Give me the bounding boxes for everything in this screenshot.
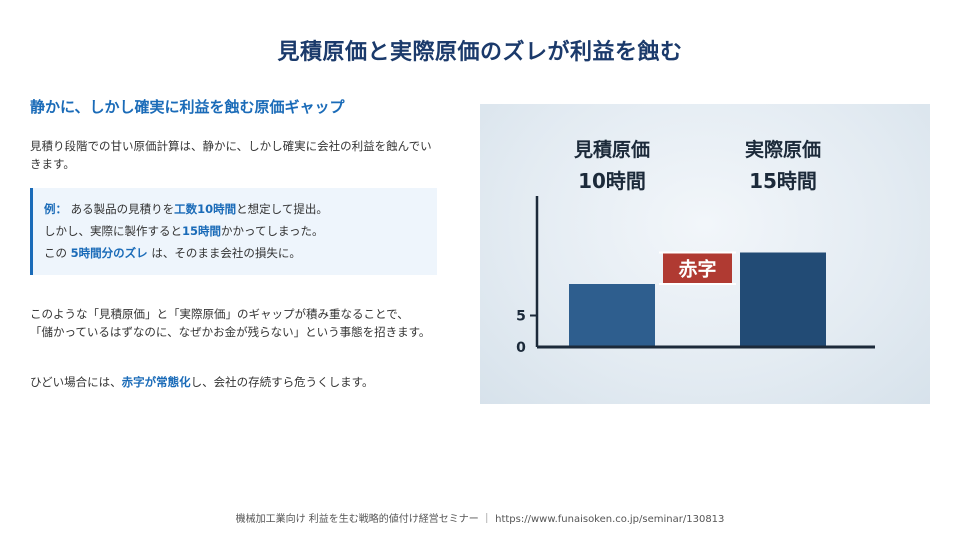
example-text: この [44,246,71,260]
example-text: と想定して提出。 [236,202,328,216]
gap-explanation-paragraph: このような「見積原価」と「実際原価」のギャップが積み重なることで、 「儲かってい… [30,305,450,341]
bar-actual [740,252,826,347]
example-text: かかってしまった。 [221,224,324,238]
category-label: 実際原価 [745,138,821,161]
example-text: しかし、実際に製作すると [44,224,182,238]
footer: 機械加工業向け 利益を生む戦略的値付け経営セミナー ｜ https://www.… [235,514,725,525]
example-text: は、そのまま会社の損失に。 [147,246,301,260]
example-text: ある製品の見積りを [67,202,175,216]
warning-paragraph: ひどい場合には、赤字が常態化し、会社の存続すら危うくします。 [30,373,450,391]
example-highlight: 15時間 [182,224,222,238]
cost-gap-chart: 赤字 0 5 見積原価 10時間 実際原価 15時間 [480,104,930,404]
y-tick-label: 0 [516,340,526,356]
example-highlight: 工数10時間 [174,202,237,216]
example-highlight: 5時間分のズレ [70,246,148,260]
y-tick-label: 5 [516,309,526,325]
value-label: 15時間 [749,169,817,193]
paragraph-line: このような「見積原価」と「実際原価」のギャップが積み重なることで、 [30,307,409,321]
paragraph-line: 「儲かっているはずなのに、なぜかお金が残らない」という事態を招きます。 [30,325,431,339]
gap-label: 赤字 [678,257,716,280]
intro-paragraph: 見積り段階での甘い原価計算は、静かに、しかし確実に会社の利益を蝕んでいきます。 [30,139,432,171]
paragraph-text: ひどい場合には、 [30,375,122,389]
section-subtitle: 静かに、しかし確実に利益を蝕む原価ギャップ [30,98,345,116]
value-label: 10時間 [578,169,646,193]
example-callout: 例： ある製品の見積りを工数10時間と想定して提出。 しかし、実際に製作すると1… [30,188,437,275]
page-title: 見積原価と実際原価のズレが利益を蝕む [277,40,683,65]
warning-highlight: 赤字が常態化 [121,375,191,389]
paragraph-text: し、会社の存続すら危うくします。 [190,375,374,389]
example-line-3: この 5時間分のズレ は、そのまま会社の損失に。 [44,242,427,264]
example-line-1: 例： ある製品の見積りを工数10時間と想定して提出。 [44,198,427,220]
gap-loss-box [663,252,732,284]
category-label: 見積原価 [574,138,650,161]
example-label: 例： [44,202,67,216]
example-line-2: しかし、実際に製作すると15時間かかってしまった。 [44,220,427,242]
bar-estimate [569,284,655,347]
chart-svg: 赤字 0 5 見積原価 10時間 実際原価 15時間 [516,138,875,356]
